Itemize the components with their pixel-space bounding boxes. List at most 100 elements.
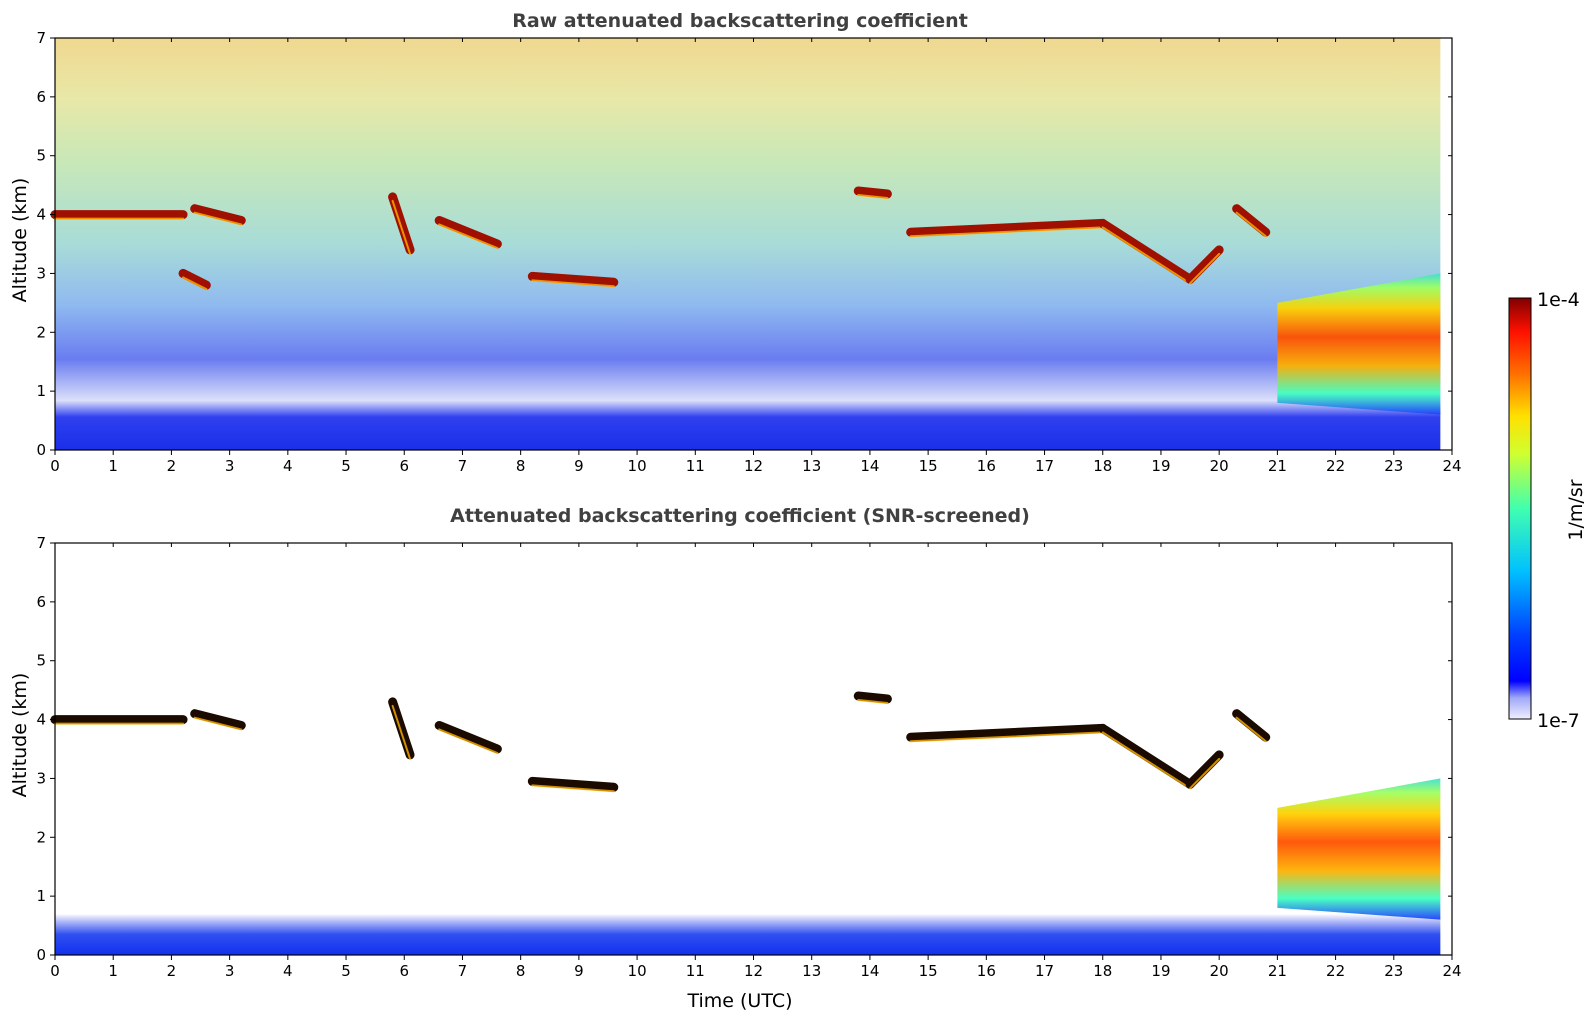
- y-tick-label: 3: [36, 264, 46, 282]
- x-tick-label: 13: [802, 457, 821, 475]
- y-tick-label: 5: [36, 652, 46, 670]
- cloud-layer: [178, 268, 211, 290]
- x-tick-label: 20: [1210, 962, 1229, 980]
- cloud-layer: [434, 215, 502, 249]
- x-tick-label: 4: [283, 962, 293, 980]
- x-tick-label: 10: [628, 962, 647, 980]
- x-tick-label: 9: [574, 962, 584, 980]
- x-tick-label: 15: [919, 962, 938, 980]
- x-tick-label: 14: [860, 962, 879, 980]
- cloud-layer: [906, 218, 1108, 237]
- plot-area: [50, 542, 1453, 956]
- cloud-layer-edge: [531, 784, 615, 793]
- y-axis-label: Altitude (km): [9, 673, 31, 798]
- cloud-layer-edge: [193, 211, 243, 226]
- cloud-layer-edge: [438, 728, 499, 754]
- x-tick-label: 0: [50, 457, 60, 475]
- y-tick-label: 0: [36, 441, 46, 459]
- cloud-layer: [1185, 750, 1224, 789]
- y-tick-label: 4: [36, 206, 46, 224]
- x-tick-label: 23: [1384, 962, 1403, 980]
- cloud-layer: [1098, 218, 1195, 284]
- aerosol-layer: [1277, 778, 1441, 920]
- x-tick-label: 24: [1442, 457, 1461, 475]
- snr-screened-panel: Attenuated backscattering coefficient (S…: [9, 505, 1462, 1012]
- x-tick-label: 16: [977, 962, 996, 980]
- colorbar-min-label: 1e-7: [1537, 710, 1580, 732]
- x-tick-label: 3: [225, 457, 235, 475]
- cloud-layer: [527, 271, 619, 287]
- colorbar: 1e-4 1e-7 1/m/sr: [1508, 289, 1587, 732]
- y-tick-label: 2: [36, 323, 46, 341]
- x-tick-label: 6: [399, 457, 409, 475]
- raw-backscatter-panel: Raw attenuated backscattering coefficien…: [9, 10, 1462, 475]
- y-axis: 0 1 2 3 4 5 6 7: [36, 29, 1452, 459]
- x-tick-label: 21: [1268, 457, 1287, 475]
- x-tick-label: 8: [516, 457, 526, 475]
- backscatter-field: [55, 543, 1441, 955]
- x-tick-label: 18: [1093, 457, 1112, 475]
- x-tick-label: 11: [686, 962, 705, 980]
- cloud-layer: [906, 723, 1108, 742]
- cloud-layer-edge: [1101, 731, 1192, 790]
- cloud-layer-edge: [182, 276, 208, 291]
- cloud-layer-edge: [1235, 211, 1267, 238]
- x-axis-label: Time (UTC): [686, 990, 792, 1012]
- plot-area: [50, 37, 1453, 451]
- x-tick-label: 23: [1384, 457, 1403, 475]
- x-tick-label: 19: [1151, 457, 1170, 475]
- cloud-layer-edge: [1101, 226, 1192, 285]
- y-tick-label: 3: [36, 769, 46, 787]
- x-tick-label: 12: [744, 962, 763, 980]
- cloud-layer: [434, 720, 502, 754]
- x-tick-label: 24: [1442, 962, 1461, 980]
- y-tick-label: 6: [36, 593, 46, 611]
- y-tick-label: 4: [36, 711, 46, 729]
- panel-title: Raw attenuated backscattering coefficien…: [512, 10, 968, 32]
- cloud-layer-edge: [857, 194, 889, 199]
- cloud-layer-edge: [909, 226, 1104, 238]
- x-tick-label: 5: [341, 457, 351, 475]
- x-tick-label: 6: [399, 962, 409, 980]
- x-tick-label: 2: [167, 457, 177, 475]
- colorbar-unit-label: 1/m/sr: [1565, 479, 1587, 540]
- x-tick-label: 1: [108, 457, 118, 475]
- cloud-layer-edge: [391, 704, 412, 760]
- x-tick-label: 19: [1151, 962, 1170, 980]
- x-tick-label: 13: [802, 962, 821, 980]
- cloud-layer-edge: [391, 199, 412, 255]
- x-tick-label: 7: [458, 962, 468, 980]
- cloud-layer-edge: [909, 731, 1104, 743]
- x-tick-label: 11: [686, 457, 705, 475]
- x-tick-label: 14: [860, 457, 879, 475]
- cloud-layer: [388, 697, 415, 760]
- cloud-layer-edge: [531, 279, 615, 288]
- colorbar-gradient: [1508, 297, 1532, 720]
- x-tick-label: 0: [50, 962, 60, 980]
- y-axis-label: Altitude (km): [9, 178, 31, 303]
- x-tick-label: 20: [1210, 457, 1229, 475]
- y-tick-label: 7: [36, 534, 46, 552]
- x-tick-label: 17: [1035, 457, 1054, 475]
- x-tick-label: 9: [574, 457, 584, 475]
- x-tick-label: 1: [108, 962, 118, 980]
- panel-title: Attenuated backscattering coefficient (S…: [450, 505, 1030, 527]
- aerosol-layer: [1277, 273, 1441, 415]
- y-tick-label: 2: [36, 828, 46, 846]
- cloud-layer: [388, 192, 415, 255]
- x-tick-label: 16: [977, 457, 996, 475]
- cloud-layer: [1185, 245, 1224, 284]
- cloud-layer: [853, 186, 892, 199]
- cloud-layer-edge: [857, 699, 889, 704]
- cloud-layer: [1232, 204, 1271, 237]
- cloud-layer: [1098, 723, 1195, 789]
- x-tick-label: 18: [1093, 962, 1112, 980]
- y-tick-label: 5: [36, 147, 46, 165]
- cloud-layer-edge: [1189, 757, 1221, 790]
- x-tick-label: 7: [458, 457, 468, 475]
- cloud-layer: [190, 204, 246, 225]
- x-tick-label: 8: [516, 962, 526, 980]
- x-tick-label: 3: [225, 962, 235, 980]
- cloud-layer: [190, 709, 246, 730]
